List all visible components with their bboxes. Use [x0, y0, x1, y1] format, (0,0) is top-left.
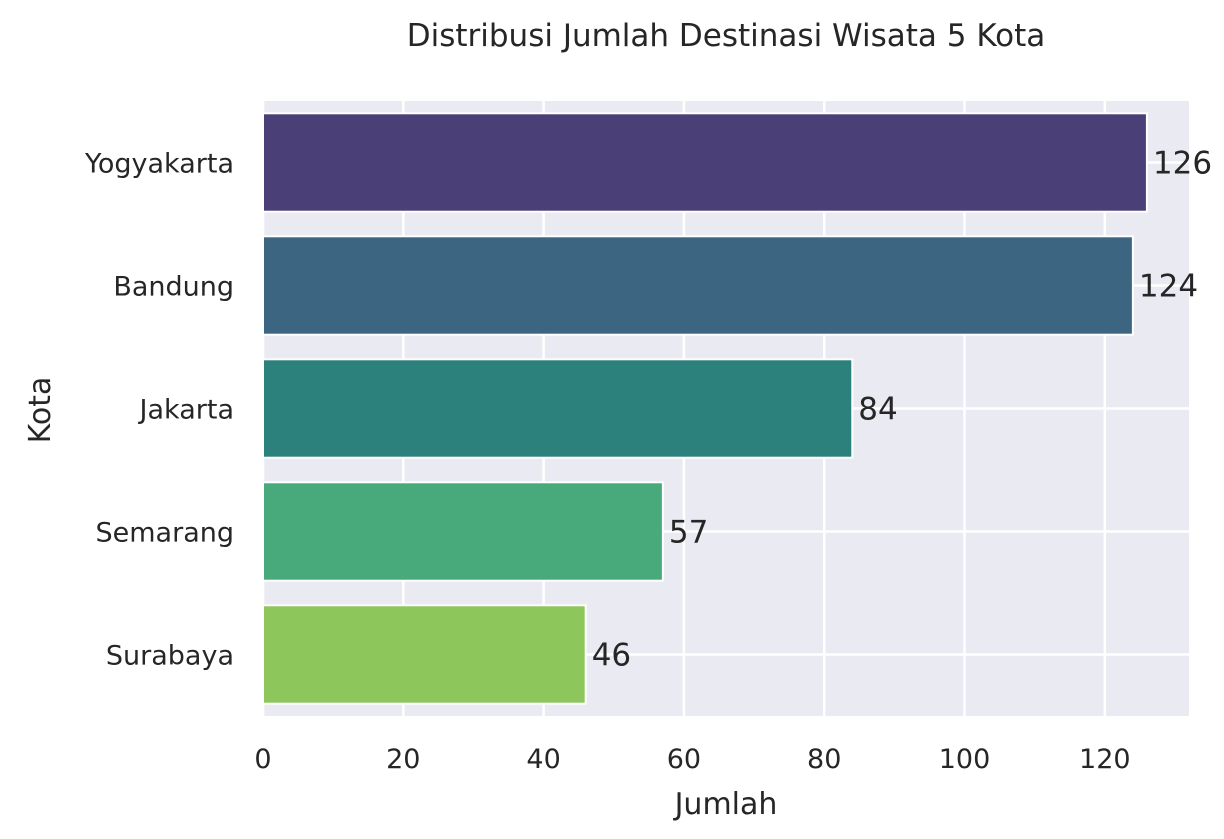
x-tick-label: 80: [807, 744, 841, 775]
y-tick-labels: Yogyakarta Bandung Jakarta Semarang Surabaya: [84, 149, 234, 672]
y-tick-label: Jakarta: [138, 395, 234, 426]
value-label: 126: [1153, 146, 1212, 182]
bar-bandung: [262, 235, 1134, 336]
x-tick-labels: 0 20 40 60 80 100 120: [254, 744, 1130, 775]
value-label: 46: [592, 638, 631, 674]
y-tick-label: Surabaya: [106, 641, 234, 672]
x-tick-label: 120: [1079, 744, 1131, 775]
bar-surabaya: [262, 604, 587, 705]
value-label: 57: [669, 515, 708, 551]
y-tick-label: Yogyakarta: [84, 149, 234, 180]
bar-jakarta: [262, 358, 854, 459]
x-tick-label: 40: [526, 744, 560, 775]
x-tick-label: 100: [939, 744, 991, 775]
y-tick-label: Semarang: [96, 518, 235, 549]
value-label: 124: [1139, 269, 1198, 305]
x-tick-label: 0: [254, 744, 271, 775]
x-axis-label: Jumlah: [673, 787, 778, 822]
value-label: 84: [858, 392, 897, 428]
value-labels: 126 124 84 57 46: [592, 146, 1212, 674]
x-tick-label: 20: [386, 744, 420, 775]
x-tick-label: 60: [667, 744, 701, 775]
bars: [262, 112, 1148, 705]
bar-semarang: [262, 481, 664, 582]
bar-yogyakarta: [262, 112, 1148, 213]
y-tick-label: Bandung: [113, 272, 234, 303]
chart-title: Distribusi Jumlah Destinasi Wisata 5 Kot…: [407, 18, 1046, 54]
y-axis-label: Kota: [23, 377, 58, 444]
